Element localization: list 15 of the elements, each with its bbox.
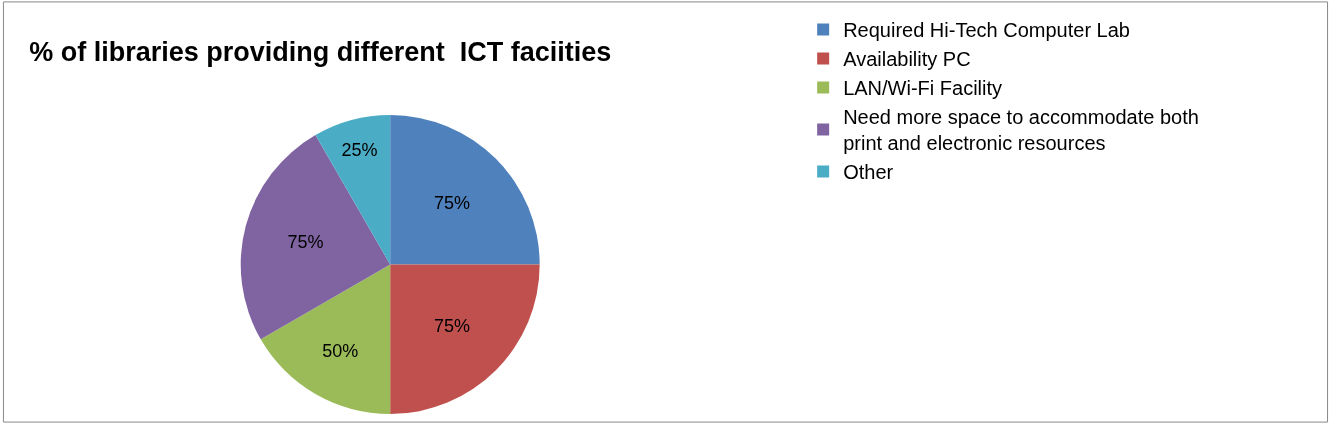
text: % of libraries providing different ICT faciities [29,37,612,68]
pie-slice [240,135,391,340]
legend-label: LAN/Wi-Fi Facility [843,77,1003,100]
legend-label: Availability PC [843,48,971,71]
pie-slice [260,264,391,414]
pie-slice [390,115,540,265]
data-label: 25% [341,139,378,160]
data-label: 75% [287,231,324,252]
legend-label: Need more space to accommodate both print and electronic resources [843,106,1199,155]
data-label: 75% [434,316,471,337]
data-label: 50% [322,340,359,361]
data-label: 75% [434,192,471,213]
legend-label: Other [843,161,894,184]
legend-label: Required Hi-Tech Computer Lab [843,19,1130,42]
pie-slice [390,264,540,414]
